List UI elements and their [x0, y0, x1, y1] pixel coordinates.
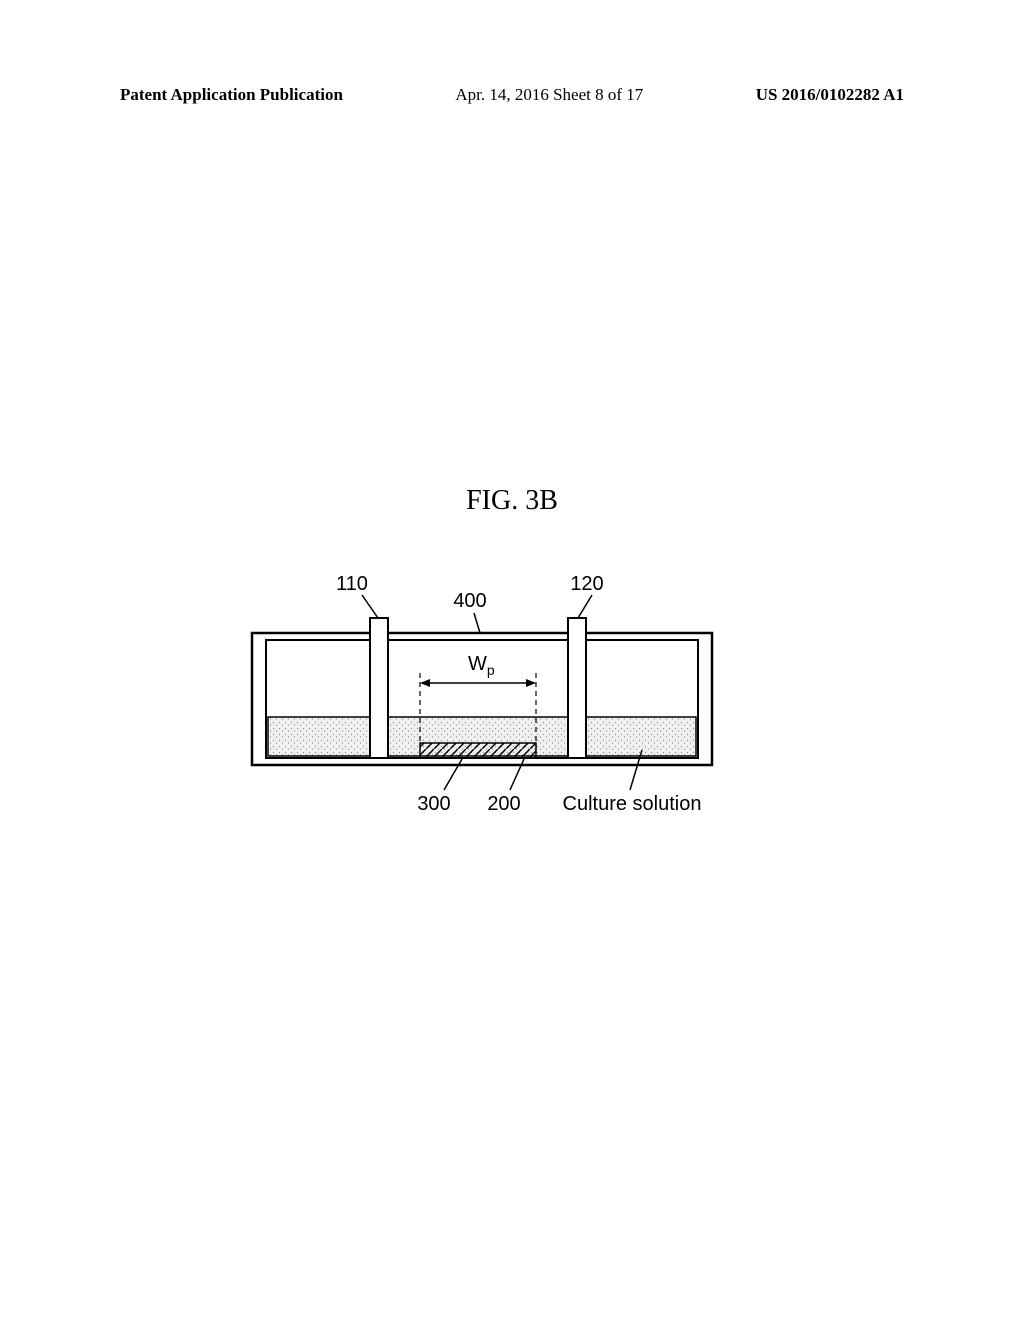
header-left: Patent Application Publication: [120, 85, 343, 105]
label-culture-solution: Culture solution: [563, 793, 702, 815]
header-center: Apr. 14, 2016 Sheet 8 of 17: [455, 85, 643, 105]
label-wp: Wp: [468, 653, 495, 678]
leader-120: [578, 595, 592, 618]
leader-200: [510, 759, 524, 790]
header-right: US 2016/0102282 A1: [756, 85, 904, 105]
pillar-110: [370, 618, 388, 758]
diagram-container: 110 400 120: [242, 565, 782, 850]
leader-300: [444, 759, 462, 790]
label-120: 120: [570, 573, 603, 595]
leader-110: [362, 595, 378, 618]
pillar-120: [568, 618, 586, 758]
hatched-region: [420, 743, 536, 758]
arrow-right: [526, 679, 536, 687]
label-400: 400: [453, 590, 486, 612]
figure-title: FIG. 3B: [466, 485, 558, 517]
arrow-left: [420, 679, 430, 687]
label-300: 300: [417, 793, 450, 815]
diagram-svg: 110 400 120: [242, 565, 782, 845]
label-200: 200: [487, 793, 520, 815]
page-header: Patent Application Publication Apr. 14, …: [0, 85, 1024, 105]
label-110: 110: [336, 573, 368, 595]
leader-400: [474, 613, 480, 633]
